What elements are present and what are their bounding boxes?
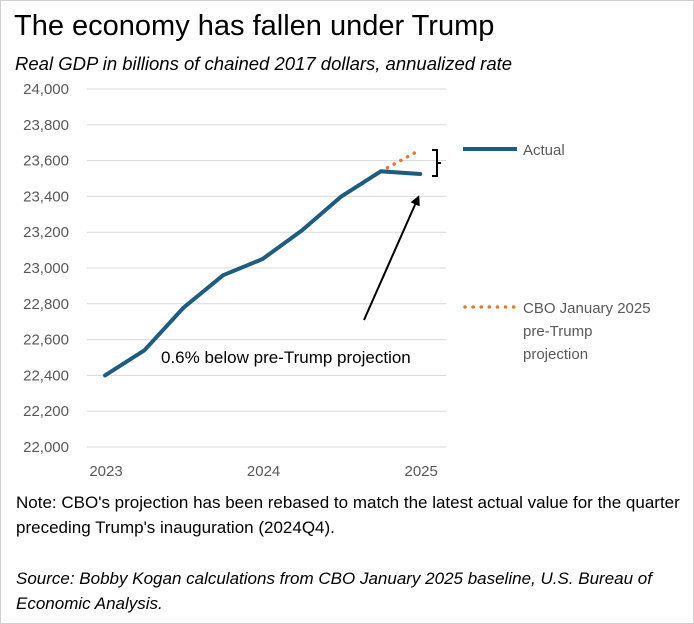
y-tick-label: 22,800: [23, 296, 69, 313]
chart-source: Source: Bobby Kogan calculations from CB…: [16, 569, 652, 613]
x-tick-label: 2025: [405, 463, 438, 480]
y-tick-label: 23,400: [23, 188, 69, 205]
legend-label-projection: CBO January 2025: [523, 300, 651, 317]
x-axis-ticks: 2023 2024 2025: [89, 463, 438, 480]
y-tick-label: 23,600: [23, 153, 69, 170]
legend-label-projection: projection: [523, 346, 588, 363]
chart-note: Note: CBO's projection has been rebased …: [16, 493, 680, 537]
gap-bracket: [432, 149, 441, 177]
legend-label-projection: pre-Trump: [523, 323, 592, 340]
annotation-arrow: [363, 195, 420, 321]
annotation-text: 0.6% below pre-Trump projection: [161, 348, 411, 367]
actual-series-line: [103, 169, 423, 378]
y-axis-ticks: 22,000 22,200 22,400 22,600 22,800 23,000 23,2…: [23, 81, 69, 456]
y-tick-label: 24,000: [23, 81, 69, 98]
chart-title: The economy has fallen under Trump: [14, 10, 495, 42]
gridlines: [87, 88, 446, 448]
annotation-group: 0.6% below pre-Trump projection: [161, 149, 441, 367]
x-tick-label: 2024: [247, 463, 280, 480]
y-tick-label: 23,800: [23, 117, 69, 134]
y-tick-label: 23,000: [23, 260, 69, 277]
legend: Actual CBO January 2025 pre-Trump projectio…: [463, 142, 651, 363]
chart-subtitle: Real GDP in billions of chained 2017 dol…: [15, 53, 513, 74]
x-tick-label: 2023: [89, 463, 122, 480]
y-tick-label: 22,000: [23, 439, 69, 456]
y-tick-label: 22,600: [23, 332, 69, 349]
series: [103, 148, 423, 378]
projection-series-line: [379, 148, 422, 174]
y-tick-label: 22,400: [23, 367, 69, 384]
legend-label-actual: Actual: [523, 142, 565, 159]
y-tick-label: 22,200: [23, 403, 69, 420]
y-tick-label: 23,200: [23, 224, 69, 241]
